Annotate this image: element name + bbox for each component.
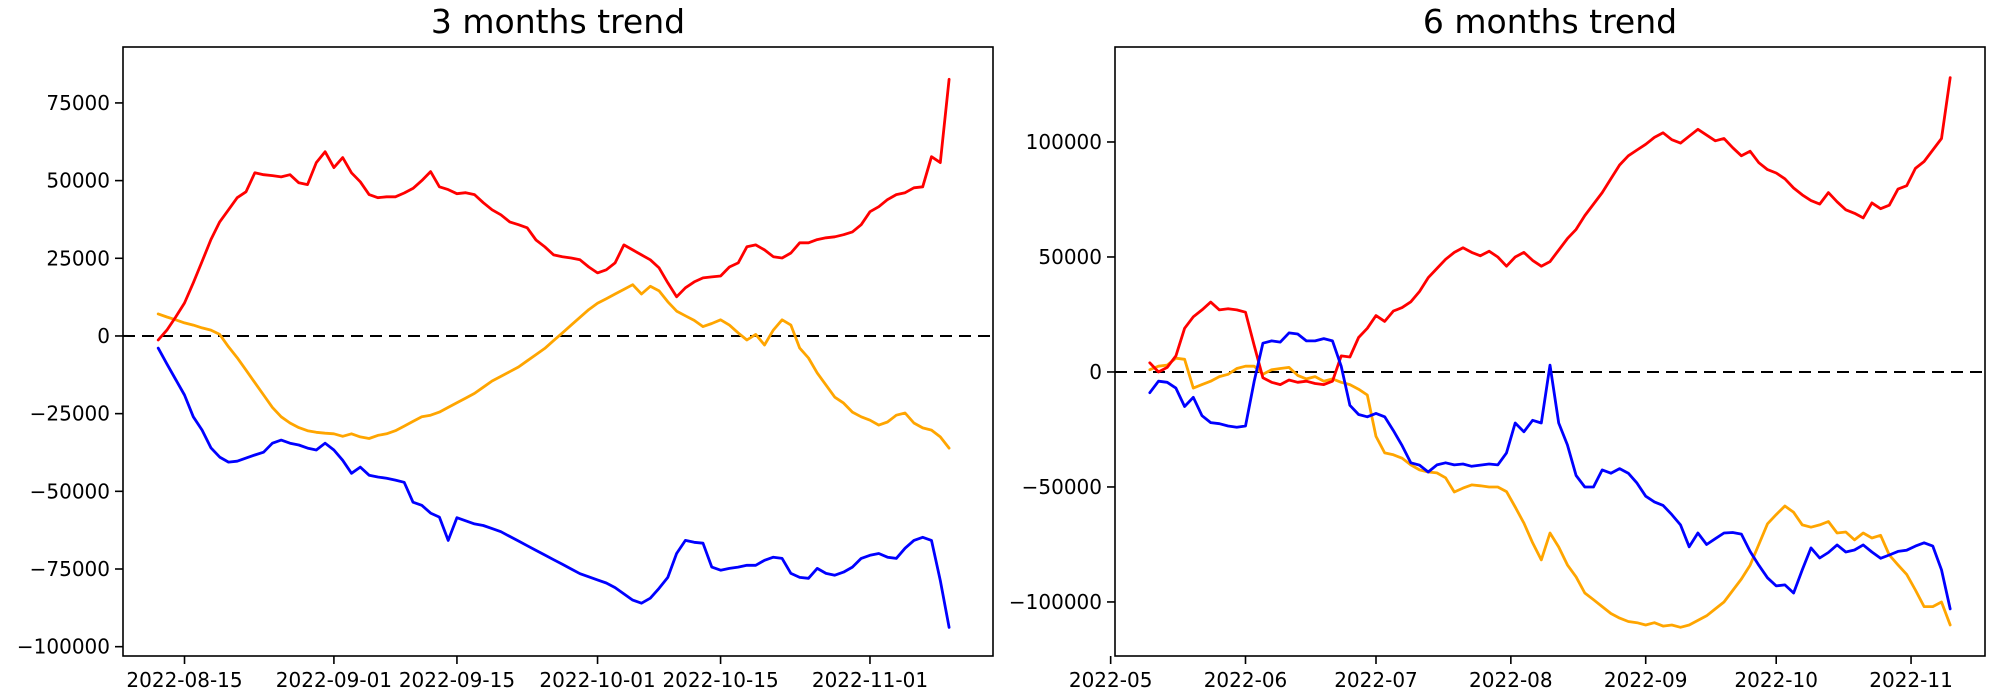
chart-1: 100000 50000 0 −50000 −100000 2022-05 2022-06 2… xyxy=(1009,46,1986,692)
x-tick-label: 2022-10-15 xyxy=(662,668,778,692)
x-tick-label: 2022-08-15 xyxy=(126,668,242,692)
series-line-red xyxy=(156,77,951,342)
x-tick-label: 2022-05 xyxy=(1069,668,1153,692)
x-tick-label: 2022-07 xyxy=(1334,668,1418,692)
y-tick-label: 0 xyxy=(97,324,110,348)
x-tick-label: 2022-10-01 xyxy=(539,668,655,692)
y-tick-label: −100000 xyxy=(17,635,110,659)
y-tick-label: 75000 xyxy=(46,91,110,115)
y-tick-label: −25000 xyxy=(30,402,110,426)
y-tick-label: −50000 xyxy=(1022,475,1102,499)
chart-0: 75000 50000 25000 0 −25000 −50000 −75000 −10000… xyxy=(17,46,994,692)
x-tick-label: 2022-09-01 xyxy=(276,668,392,692)
x-tick-label: 2022-11-01 xyxy=(812,668,928,692)
x-tick-label: 2022-09-15 xyxy=(399,668,515,692)
series-line-orange xyxy=(1148,356,1952,629)
x-tick-label: 2022-10 xyxy=(1734,668,1818,692)
y-tick-label: 50000 xyxy=(1038,245,1102,269)
y-tick-label: −50000 xyxy=(30,479,110,503)
y-tick-label: 100000 xyxy=(1026,130,1102,154)
x-tick-label: 2022-09 xyxy=(1604,668,1688,692)
y-tick-label: 25000 xyxy=(46,246,110,270)
plot-border xyxy=(122,46,994,657)
y-tick-label: −100000 xyxy=(1009,590,1102,614)
plot-border xyxy=(1114,46,1986,657)
x-tick-label: 2022-06 xyxy=(1204,668,1288,692)
y-tick-label: 0 xyxy=(1089,360,1102,384)
series-line-orange xyxy=(156,283,951,450)
chart-title-6-months: 6 months trend xyxy=(1422,2,1678,41)
series-line-red xyxy=(1148,76,1952,387)
y-tick-label: −75000 xyxy=(30,557,110,581)
x-tick-label: 2022-08 xyxy=(1469,668,1553,692)
chart-title-3-months: 3 months trend xyxy=(430,2,686,41)
series-line-blue xyxy=(156,346,951,629)
y-tick-label: 50000 xyxy=(46,169,110,193)
series-line-blue xyxy=(1148,331,1952,611)
x-tick-label: 2022-11 xyxy=(1869,668,1953,692)
